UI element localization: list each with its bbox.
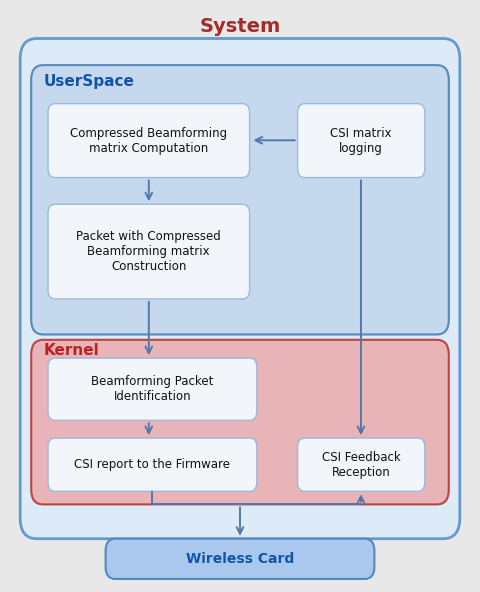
FancyBboxPatch shape (31, 65, 449, 334)
Text: System: System (199, 17, 281, 36)
FancyBboxPatch shape (48, 438, 257, 491)
FancyBboxPatch shape (298, 438, 425, 491)
Text: Kernel: Kernel (43, 343, 99, 358)
Text: CSI matrix
logging: CSI matrix logging (330, 127, 392, 155)
FancyBboxPatch shape (31, 340, 449, 504)
Text: Packet with Compressed
Beamforming matrix
Construction: Packet with Compressed Beamforming matri… (76, 230, 221, 273)
Text: CSI report to the Firmware: CSI report to the Firmware (74, 458, 230, 471)
Text: UserSpace: UserSpace (43, 74, 134, 89)
FancyBboxPatch shape (20, 38, 460, 539)
FancyBboxPatch shape (106, 539, 374, 579)
FancyBboxPatch shape (48, 358, 257, 420)
FancyBboxPatch shape (48, 104, 250, 178)
FancyBboxPatch shape (298, 104, 425, 178)
Text: CSI Feedback
Reception: CSI Feedback Reception (322, 451, 401, 479)
Text: Wireless Card: Wireless Card (186, 552, 294, 566)
FancyBboxPatch shape (48, 204, 250, 299)
Text: Beamforming Packet
Identification: Beamforming Packet Identification (91, 375, 214, 403)
Text: Compressed Beamforming
matrix Computation: Compressed Beamforming matrix Computatio… (70, 127, 228, 155)
